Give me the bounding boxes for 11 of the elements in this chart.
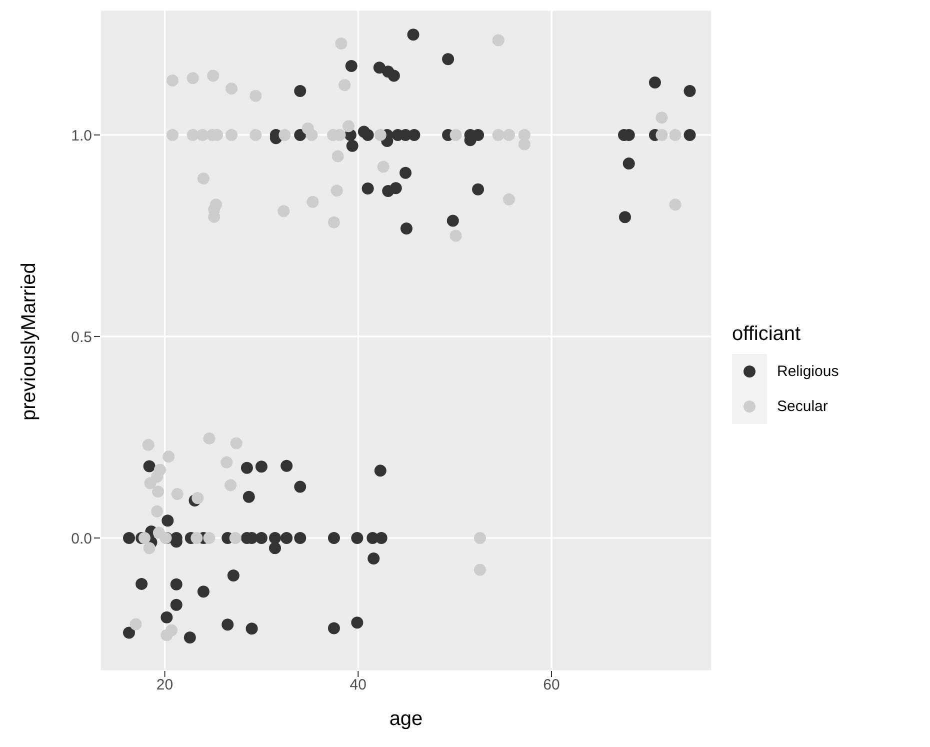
x-axis-title: age <box>389 708 423 730</box>
legend-label: Religious <box>777 363 839 380</box>
legend-label: Secular <box>777 398 828 415</box>
x-tick-label: 40 <box>350 676 366 694</box>
x-tick-label: 60 <box>543 676 560 694</box>
x-tick-label: 20 <box>156 676 174 694</box>
y-tick-label: 1.0 <box>71 127 92 144</box>
y-tick-label: 0.0 <box>71 530 92 548</box>
legend-title: officiant <box>732 323 802 346</box>
y-tick-label: 0.5 <box>71 328 92 346</box>
y-axis-title: previouslyMarried <box>18 262 40 420</box>
